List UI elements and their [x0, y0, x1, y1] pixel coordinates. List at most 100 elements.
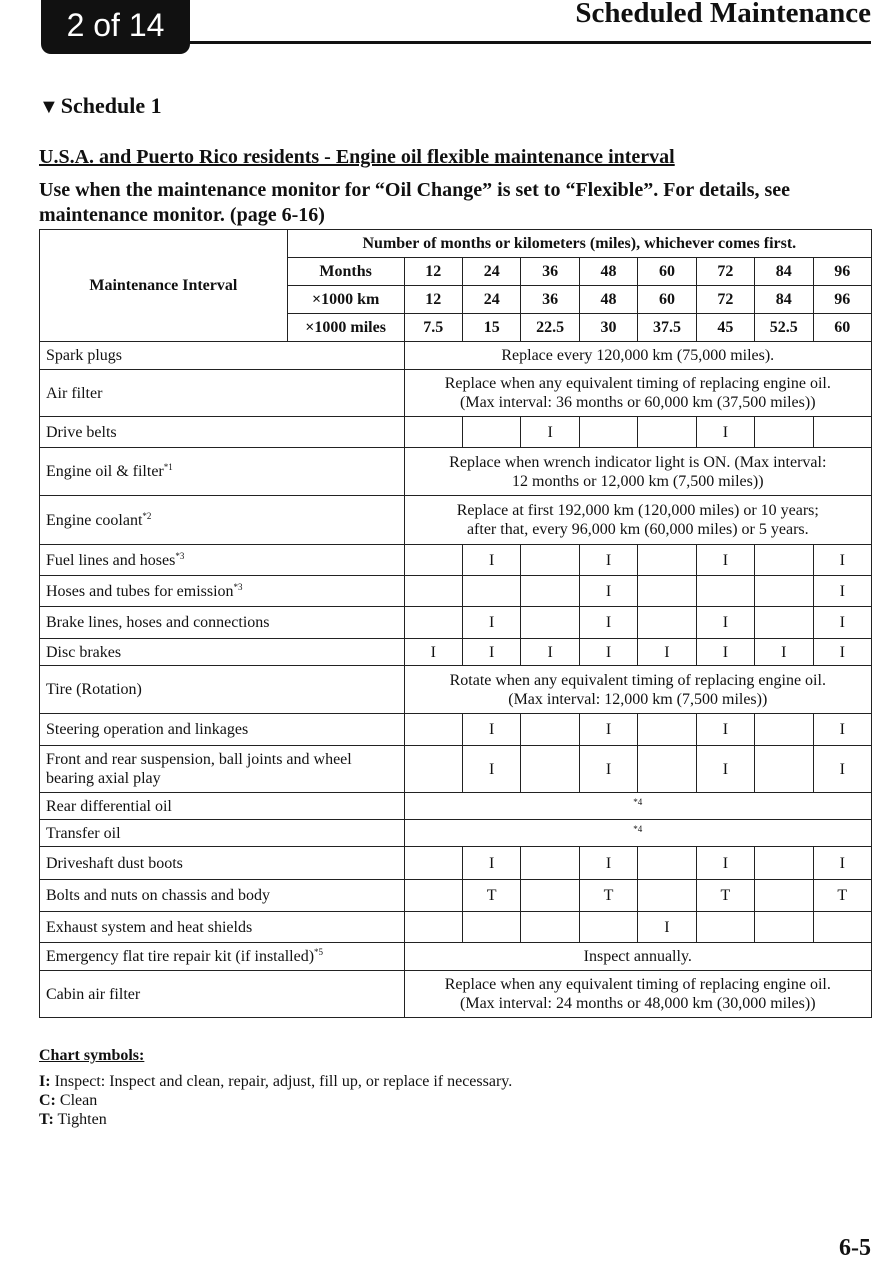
schedule-cell	[403, 544, 463, 576]
chart-symbols-legend: Chart symbols: I: Inspect: Inspect and c…	[39, 1046, 512, 1129]
schedule-cell: I	[637, 911, 697, 943]
schedule-cell: I	[461, 745, 522, 793]
span-note: Replace when any equivalent timing of re…	[403, 369, 873, 417]
table-row: Steering operation and linkages I I I I	[39, 713, 873, 746]
item-label: Driveshaft dust boots	[46, 854, 183, 872]
header-value: 60	[637, 285, 697, 314]
header-value: 22.5	[520, 313, 580, 342]
schedule-cell: I	[695, 745, 756, 793]
table-row: Driveshaft dust boots I I I I	[39, 846, 873, 880]
footnote-ref: *5	[314, 947, 324, 957]
maintenance-table: Maintenance Interval Number of months or …	[39, 229, 873, 1018]
schedule-cell: I	[461, 713, 522, 746]
header-value: 45	[695, 313, 756, 342]
item-label: Bolts and nuts on chassis and body	[46, 887, 270, 904]
schedule-cell	[403, 575, 463, 607]
legend-text: Clean	[55, 1092, 98, 1109]
schedule-cell: I	[754, 638, 814, 666]
schedule-cell: I	[403, 638, 463, 666]
schedule-cell: I	[461, 638, 522, 666]
legend-text: Inspect: Inspect and clean, repair, adju…	[50, 1073, 513, 1090]
item-label: Hoses and tubes for emission	[46, 582, 234, 600]
schedule-cell	[754, 606, 814, 639]
legend-key: I:	[39, 1073, 51, 1090]
schedule-cell: I	[637, 638, 697, 666]
item-name: Spark plugs	[39, 341, 405, 370]
schedule-cell	[754, 575, 814, 607]
header-value: 48	[578, 257, 639, 286]
header-value: 37.5	[637, 313, 697, 342]
footnote-ref: *4	[633, 823, 643, 834]
section-title: Scheduled Maintenance	[575, 0, 871, 29]
item-name: Engine oil & filter*1	[39, 447, 405, 496]
schedule-cell	[520, 713, 580, 746]
table-row: Fuel lines and hoses*3 I I I I	[39, 544, 873, 576]
schedule-cell: I	[695, 544, 756, 576]
item-name: Fuel lines and hoses*3	[39, 544, 405, 576]
schedule-cell: I	[520, 416, 580, 448]
item-name: Driveshaft dust boots	[39, 846, 405, 880]
table-row: Bolts and nuts on chassis and body T T T T	[39, 879, 873, 912]
item-label: Transfer oil	[46, 824, 121, 842]
item-label: Steering operation and linkages	[46, 721, 249, 738]
item-label: Disc brakes	[46, 643, 122, 661]
header-value: 60	[812, 313, 873, 342]
item-name: Front and rear suspension, ball joints a…	[39, 745, 405, 793]
schedule-cell	[403, 416, 463, 448]
header-value: 24	[461, 285, 522, 314]
footnote-cell: *4	[403, 819, 873, 847]
schedule-cell	[520, 575, 580, 607]
header-value: 72	[695, 257, 756, 286]
item-name: Rear differential oil	[39, 792, 405, 820]
header-value: 48	[578, 285, 639, 314]
legend-item: I: Inspect: Inspect and clean, repair, a…	[39, 1072, 512, 1091]
schedule-cell	[754, 416, 814, 448]
schedule-cell	[520, 606, 580, 639]
schedule-cell	[695, 575, 756, 607]
header-value: 72	[695, 285, 756, 314]
table-row: Hoses and tubes for emission*3 I I	[39, 575, 873, 607]
header-value: 12	[403, 285, 463, 314]
item-label: Cabin air filter	[46, 985, 141, 1003]
header-label: ×1000 km	[286, 285, 405, 314]
schedule-cell	[520, 879, 580, 912]
footnote-ref: *3	[233, 581, 243, 592]
schedule-cell: I	[695, 416, 756, 448]
table-row: Emergency flat tire repair kit (if insta…	[39, 942, 873, 971]
header-value: 30	[578, 313, 639, 342]
span-note: Replace when wrench indicator light is O…	[403, 447, 873, 496]
schedule-cell	[695, 911, 756, 943]
span-note: Replace every 120,000 km (75,000 miles).	[403, 341, 873, 370]
legend-item: T: Tighten	[39, 1110, 512, 1129]
schedule-cell	[812, 416, 873, 448]
page-badge-text: 2 of 14	[66, 6, 165, 43]
schedule-cell	[520, 745, 580, 793]
table-row: Transfer oil *4	[39, 819, 873, 847]
schedule-cell	[637, 745, 697, 793]
header-value: 96	[812, 285, 873, 314]
legend-text: Tighten	[53, 1111, 107, 1128]
span-note: Rotate when any equivalent timing of rep…	[403, 665, 873, 714]
span-note: Replace at first 192,000 km (120,000 mil…	[403, 495, 873, 545]
table-row: Spark plugs Replace every 120,000 km (75,…	[39, 341, 873, 370]
schedule-cell: I	[812, 638, 873, 666]
item-name: Brake lines, hoses and connections	[39, 606, 405, 639]
footnote-cell: *4	[403, 792, 873, 820]
legend-title: Chart symbols:	[39, 1047, 145, 1064]
header-value: 12	[403, 257, 463, 286]
item-label: Engine coolant	[46, 511, 143, 529]
schedule-cell: I	[812, 575, 873, 607]
schedule-cell	[637, 416, 697, 448]
schedule-cell	[403, 911, 463, 943]
item-label: Fuel lines and hoses	[46, 551, 176, 569]
schedule-cell	[754, 544, 814, 576]
schedule-cell: I	[695, 606, 756, 639]
schedule-cell: I	[578, 606, 639, 639]
schedule-cell: I	[695, 846, 756, 880]
schedule-cell: I	[578, 846, 639, 880]
schedule-cell	[403, 606, 463, 639]
item-label: Tire (Rotation)	[46, 681, 142, 698]
header-value: 24	[461, 257, 522, 286]
schedule-cell	[637, 544, 697, 576]
header-value: 96	[812, 257, 873, 286]
